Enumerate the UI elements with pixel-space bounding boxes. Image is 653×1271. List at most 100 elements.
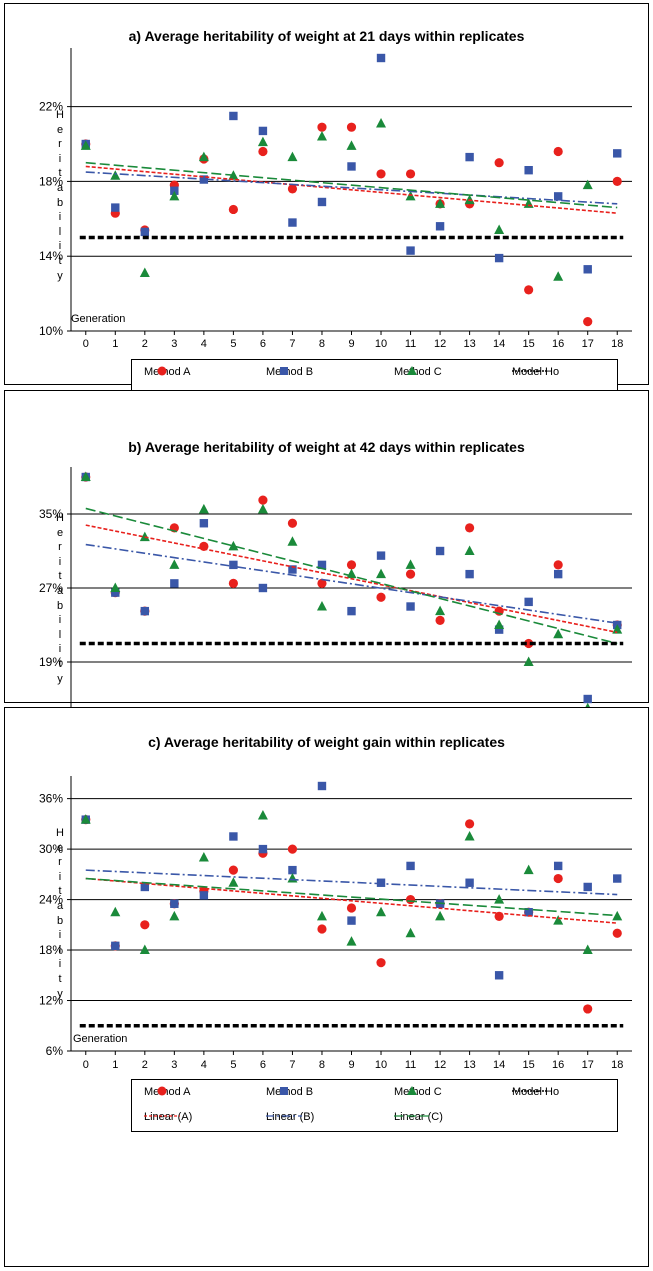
method-a-point <box>376 169 386 179</box>
y-axis-label-letter: r <box>58 541 62 554</box>
method-a-point <box>346 903 357 913</box>
legend-label: Method B <box>266 1086 314 1098</box>
method-b-point <box>376 878 386 887</box>
method-a-point <box>494 158 504 168</box>
method-b-point <box>613 874 622 883</box>
legend-marker <box>157 366 167 376</box>
method-c-point <box>405 559 416 569</box>
method-b-point <box>553 861 563 871</box>
y-tick-label: 14% <box>39 249 63 263</box>
x-tick-label: 8 <box>319 338 325 350</box>
legend-marker <box>407 366 417 375</box>
legend-swatch <box>157 366 167 376</box>
x-tick-label: 12 <box>434 338 446 350</box>
x-tick-label: 5 <box>230 338 236 350</box>
trendline <box>85 524 618 634</box>
x-tick-label: 13 <box>463 338 475 350</box>
method-b-point <box>465 152 474 162</box>
legend-label: Method C <box>394 366 442 378</box>
method-a-point <box>405 569 416 579</box>
x-tick-label: 16 <box>552 1059 564 1071</box>
x-tick-label: 15 <box>523 338 535 350</box>
method-b-point <box>258 126 268 136</box>
method-a-point <box>287 184 298 194</box>
method-a-point <box>228 204 238 215</box>
legend-label: Method C <box>394 1086 442 1098</box>
method-b-point <box>553 569 563 579</box>
legend-item-method-a: Method A <box>144 1085 190 1099</box>
legend-swatch <box>407 366 417 375</box>
y-tick-label: 10% <box>39 324 63 338</box>
method-a-point <box>140 920 150 930</box>
legend-item-method-c: Method C <box>394 365 442 379</box>
method-c-point <box>316 601 327 611</box>
x-tick-label: 6 <box>260 338 266 350</box>
method-b-point <box>317 781 327 791</box>
y-axis-label-letter: i <box>58 929 62 942</box>
method-b-point <box>229 560 238 570</box>
method-c-point <box>435 910 446 921</box>
method-c-point <box>612 910 623 921</box>
method-b-point <box>494 971 504 980</box>
method-a-point <box>376 592 386 602</box>
y-axis-label-letter: i <box>58 240 62 253</box>
method-c-point <box>553 271 564 281</box>
method-b-point <box>406 246 415 255</box>
method-a-point <box>228 865 238 875</box>
method-b-point <box>376 551 386 560</box>
method-b-point <box>258 844 268 854</box>
x-tick-label: 9 <box>348 338 354 350</box>
y-tick-label: 12% <box>39 994 63 1008</box>
method-b-point <box>199 891 209 900</box>
y-axis-label-letter: i <box>58 643 62 656</box>
y-axis-label-letter: l <box>58 225 62 238</box>
method-b-point <box>347 162 356 171</box>
method-b-point <box>435 546 445 556</box>
method-a-point <box>612 176 622 187</box>
method-b-point <box>170 186 179 195</box>
y-axis-label-letter: i <box>58 870 62 883</box>
x-tick-label: 11 <box>405 1059 416 1071</box>
method-b-point <box>229 832 238 841</box>
trendline <box>85 171 618 205</box>
method-c-point <box>228 877 239 887</box>
y-axis-label-letter: a <box>56 899 64 912</box>
x-tick-label: 7 <box>289 1059 295 1071</box>
chart-panel-c: c) Average heritability of weight gain w… <box>4 707 649 1267</box>
method-c-point <box>494 224 505 235</box>
method-c-point <box>80 140 91 150</box>
method-b-point <box>317 560 327 570</box>
y-axis-label-letter: t <box>58 972 62 985</box>
legend-swatch <box>144 1115 180 1117</box>
method-c-point <box>287 536 298 546</box>
method-c-point <box>198 852 209 862</box>
method-b-point <box>465 569 474 579</box>
legend-swatch <box>280 367 288 375</box>
method-a-point <box>553 873 563 884</box>
y-tick-label: 22% <box>39 100 63 114</box>
y-axis-label-letter: b <box>56 914 64 927</box>
method-b-point <box>317 197 327 207</box>
legend-marker <box>280 1087 288 1095</box>
method-a-point <box>524 285 534 295</box>
method-a-point <box>258 146 268 157</box>
method-c-point <box>80 814 91 824</box>
y-axis-label-letter: i <box>58 152 62 165</box>
method-c-point <box>376 117 387 128</box>
x-tick-label: 8 <box>319 1059 325 1071</box>
trendline <box>85 877 618 917</box>
method-a-point <box>346 122 357 132</box>
method-c-point <box>139 944 150 955</box>
legend-item-linear-a: Linear (A) <box>144 1110 192 1124</box>
x-tick-label: 2 <box>142 338 148 350</box>
method-a-point <box>317 122 327 132</box>
y-tick-label: 35% <box>39 507 63 521</box>
method-c-point <box>435 605 446 616</box>
method-b-point <box>524 907 533 917</box>
method-c-point <box>169 190 180 201</box>
plot-area: 10%14%18%22%0 1 2 3 4 5 6 7 8 9 10 11 12 13 14 15 16 17 18 <box>39 48 632 350</box>
x-tick-label: 10 <box>375 338 387 350</box>
method-a-point <box>612 928 622 938</box>
y-axis-label-letter: t <box>58 254 62 267</box>
